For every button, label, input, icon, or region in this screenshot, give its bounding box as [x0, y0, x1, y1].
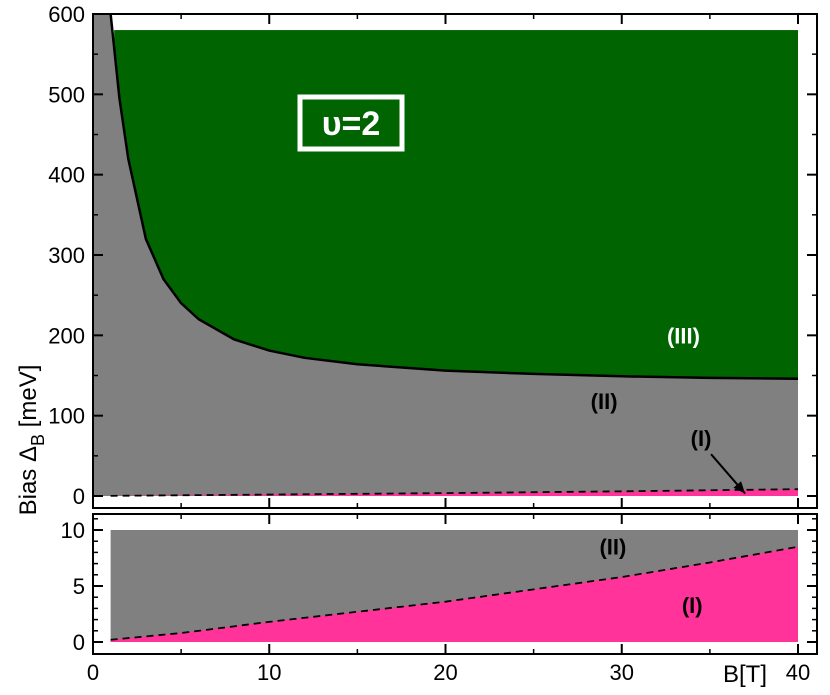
x-axis-label: B[T]	[723, 661, 767, 688]
filling-factor-label: υ=2	[322, 105, 381, 143]
region-fill-I	[110, 489, 798, 496]
region-fill-I	[110, 546, 798, 642]
boundary-dashed-line	[110, 488, 799, 497]
region-label: (II)	[599, 535, 626, 560]
region-label: (III)	[667, 323, 700, 348]
y-tick-label: 500	[48, 82, 85, 107]
filling-factor-box	[297, 94, 405, 152]
region-arrow-head	[733, 481, 746, 494]
x-tick-label: 40	[786, 660, 810, 685]
y-tick-label: 0	[73, 630, 85, 655]
x-tick-label: 0	[87, 660, 99, 685]
x-tick-label: 20	[433, 660, 457, 685]
boundary-dashed-line	[110, 545, 799, 641]
region-fill-II	[110, 14, 798, 496]
region-label: (I)	[691, 426, 712, 451]
y-tick-label: 0	[73, 484, 85, 509]
boundary-solid-line	[109, 13, 799, 380]
panel-frame	[92, 513, 818, 655]
y-tick-label: 5	[73, 574, 85, 599]
panel-frame	[92, 13, 818, 509]
y-tick-label: 10	[61, 518, 85, 543]
bottom-panel: 0 5 10 0 10 20 30 40 (II) (I)	[61, 513, 818, 685]
y-tick-label: 400	[48, 163, 85, 188]
y-tick-label: 100	[48, 404, 85, 429]
y-tick-label: 300	[48, 243, 85, 268]
y-tick-label: 600	[48, 2, 85, 27]
region-label: (II)	[591, 389, 618, 414]
y-axis-label: Bias ΔB [meV]	[15, 365, 48, 516]
top-panel: 0 100 200 300 400 500 600 (III) (II) (I) υ=2	[48, 2, 818, 509]
x-tick-label: 30	[610, 660, 634, 685]
x-tick-label: 10	[257, 660, 281, 685]
y-tick-label: 200	[48, 323, 85, 348]
region-label: (I)	[682, 593, 703, 618]
